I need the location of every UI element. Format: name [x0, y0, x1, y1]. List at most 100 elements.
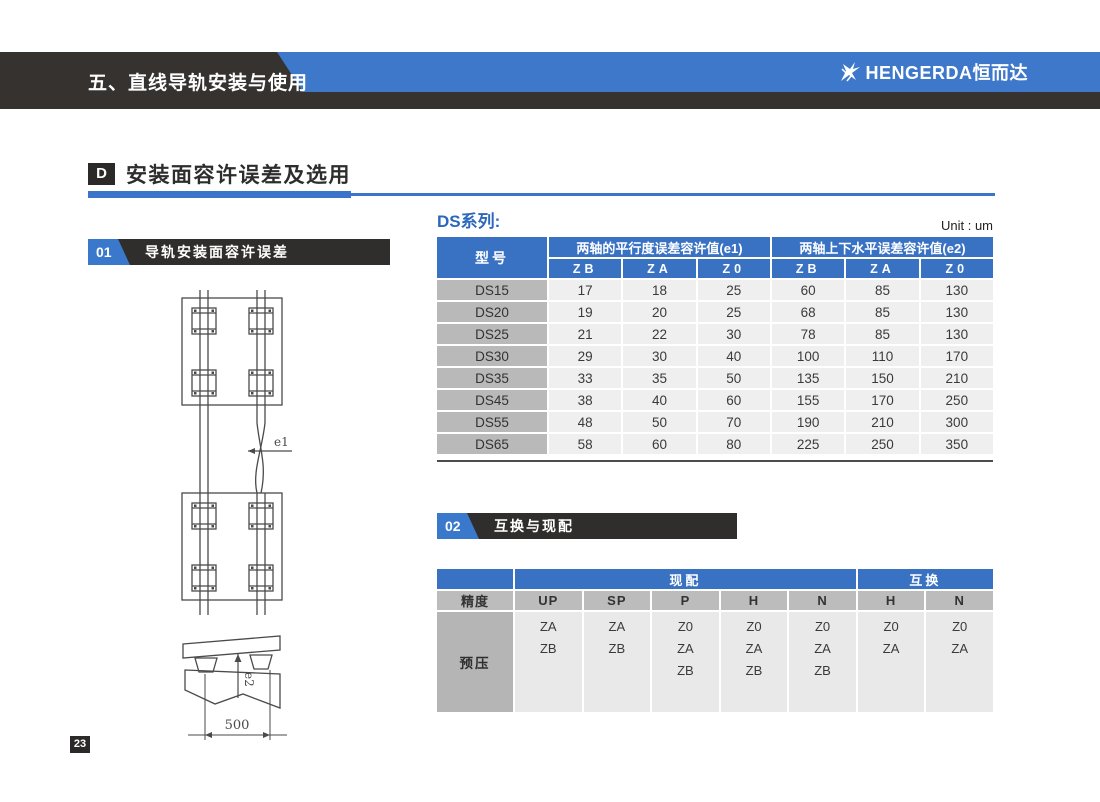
banner-rail-mounting-tolerance: 01 导轨安装面容许误差	[88, 239, 390, 265]
preload-option: Z0	[746, 619, 762, 634]
value-cell: Z0 ZA ZB	[789, 612, 856, 712]
preload-option: Z0	[883, 619, 899, 634]
value-cell: 30	[697, 324, 770, 344]
column-header: P	[652, 591, 719, 610]
value-cell: 170	[846, 390, 919, 410]
table-row: DS25 21 22 30 78 85 130	[437, 324, 993, 344]
preload-option: ZA	[745, 641, 763, 656]
ds-tolerance-table: 型号 两轴的平行度误差容许值(e1) 两轴上下水平误差容许值(e2) ZB ZA…	[435, 235, 995, 456]
preload-option: ZA	[608, 619, 626, 634]
preload-option: ZB	[608, 641, 626, 656]
value-cell: 21	[549, 324, 622, 344]
value-cell: Z0 ZA ZB	[720, 612, 788, 712]
value-cell: 110	[846, 346, 919, 366]
value-cell: 58	[549, 434, 622, 454]
value-cell: 100	[771, 346, 845, 366]
value-cell: 155	[771, 390, 845, 410]
section-underline-thick	[88, 191, 351, 198]
section-badge: D	[88, 163, 115, 185]
value-cell: 300	[920, 412, 993, 432]
value-cell: 68	[771, 302, 845, 322]
e1-dimension-label: e1	[274, 435, 289, 449]
rail-tolerance-diagram: e1 e2 500	[181, 290, 292, 740]
value-cell: Z0 ZA	[857, 612, 925, 712]
e2-dimension-label: e2	[242, 672, 256, 687]
table-header-row: 型号 两轴的平行度误差容许值(e1) 两轴上下水平误差容许值(e2)	[437, 237, 993, 278]
value-cell: 85	[846, 280, 919, 300]
value-cell: 250	[846, 434, 919, 454]
value-cell: 60	[697, 390, 770, 410]
table-row: DS45 38 40 60 155 170 250	[437, 390, 993, 410]
value-cell: 19	[549, 302, 622, 322]
header-blue-band	[277, 52, 1100, 92]
value-cell: 85	[846, 302, 919, 322]
interchange-group-header: 互换	[857, 569, 993, 589]
value-cell: 60	[771, 280, 845, 300]
value-cell: 350	[920, 434, 993, 454]
value-cell: 85	[846, 324, 919, 344]
preload-option: ZA	[882, 641, 900, 656]
value-cell: 170	[920, 346, 993, 366]
column-header: ZA	[623, 259, 696, 278]
table-row: DS20 19 20 25 68 85 130	[437, 302, 993, 322]
value-cell: 130	[920, 302, 993, 322]
value-cell: 18	[623, 280, 696, 300]
table-row: DS35 33 35 50 135 150 210	[437, 368, 993, 388]
value-cell: 40	[697, 346, 770, 366]
model-cell: DS25	[437, 324, 547, 344]
banner-number: 02	[437, 513, 479, 539]
value-cell: 130	[920, 324, 993, 344]
banner-label: 导轨安装面容许误差	[145, 244, 289, 260]
column-header: Z0	[697, 259, 770, 278]
value-cell: Z0 ZA ZB	[652, 612, 719, 712]
value-cell: 33	[549, 368, 622, 388]
width-dimension-label: 500	[225, 718, 250, 733]
column-header: UP	[515, 591, 582, 610]
value-cell: 50	[697, 368, 770, 388]
value-cell: 29	[549, 346, 622, 366]
column-header: ZB	[549, 259, 622, 278]
table-row: DS65 58 60 80 225 250 350	[437, 434, 993, 454]
banner-interchange: 02 互换与现配	[437, 513, 737, 539]
banner-number: 01	[88, 239, 130, 265]
value-cell: 50	[623, 412, 696, 432]
preload-option: Z0	[814, 619, 831, 634]
table-row: DS30 29 30 40 100 110 170	[437, 346, 993, 366]
value-cell: Z0 ZA	[926, 612, 993, 712]
model-cell: DS20	[437, 302, 547, 322]
interchange-table: 现配 互换 精度 UP SP P H N H N 预压 ZA ZB	[435, 567, 995, 714]
column-header: ZA	[846, 259, 919, 278]
column-header: H	[857, 591, 925, 610]
value-cell: 25	[697, 302, 770, 322]
value-cell: 22	[623, 324, 696, 344]
value-cell: 210	[920, 368, 993, 388]
accuracy-row-header: 精度	[437, 591, 513, 610]
value-cell: 35	[623, 368, 696, 388]
column-header: N	[789, 591, 856, 610]
brand-logo-text: HENGERDA恒而达	[865, 63, 1028, 83]
preload-option: ZB	[814, 663, 831, 678]
value-cell: 38	[549, 390, 622, 410]
page-header-title: 五、直线导轨安装与使用	[88, 73, 309, 94]
model-column-header: 型号	[437, 237, 547, 278]
corner-header-cell	[437, 569, 513, 589]
value-cell: 60	[623, 434, 696, 454]
column-header: Z0	[920, 259, 993, 278]
preload-option: Z0	[677, 619, 693, 634]
table-header-row: 现配 互换	[437, 569, 993, 589]
value-cell: 250	[920, 390, 993, 410]
model-cell: DS55	[437, 412, 547, 432]
level-group-header: 两轴上下水平误差容许值(e2)	[771, 237, 993, 257]
table-row: DS15 17 18 25 60 85 130	[437, 280, 993, 300]
matched-fit-group-header: 现配	[515, 569, 856, 589]
preload-option: ZA	[814, 641, 831, 656]
value-cell: 40	[623, 390, 696, 410]
value-cell: 210	[846, 412, 919, 432]
value-cell: 17	[549, 280, 622, 300]
banner-label: 互换与现配	[494, 518, 574, 534]
value-cell: 135	[771, 368, 845, 388]
table-row: 预压 ZA ZB ZA ZB Z0 ZA ZB Z0	[437, 612, 993, 712]
value-cell: 190	[771, 412, 845, 432]
column-header: N	[926, 591, 993, 610]
